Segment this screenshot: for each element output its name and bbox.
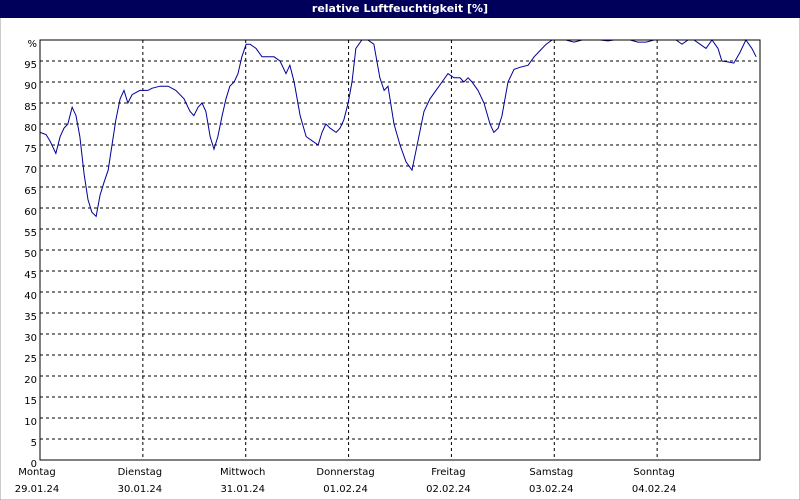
x-tick-label: Montag: [18, 467, 55, 478]
x-tick-date: 30.01.24: [118, 484, 163, 495]
grid: [39, 39, 760, 461]
title-bar: [0, 0, 800, 18]
y-tick-label: 20: [24, 375, 37, 386]
y-tick-label: 95: [24, 60, 37, 71]
x-tick-date: 29.01.24: [15, 484, 60, 495]
y-tick-label: 5: [31, 438, 37, 449]
y-tick-label: 55: [24, 228, 37, 239]
y-tick-label: 50: [24, 249, 37, 260]
y-tick-label: 65: [24, 186, 37, 197]
y-tick-label: 40: [24, 291, 37, 302]
x-tick-label: Mittwoch: [220, 467, 265, 478]
x-tick-label: Dienstag: [118, 467, 163, 478]
y-tick-label: 90: [24, 81, 37, 92]
y-tick-label: 85: [24, 102, 37, 113]
y-tick-label: 45: [24, 270, 37, 281]
y-tick-label: 70: [24, 165, 37, 176]
x-tick-label: Donnerstag: [316, 467, 374, 478]
y-tick-label: 0: [31, 459, 37, 470]
x-tick-date: 04.02.24: [632, 484, 677, 495]
chart-title: relative Luftfeuchtigkeit [%]: [312, 2, 488, 15]
y-tick-label: 35: [24, 312, 37, 323]
y-tick-label: %: [27, 39, 37, 50]
x-tick-date: 03.02.24: [529, 484, 574, 495]
x-tick-date: 01.02.24: [323, 484, 368, 495]
x-tick-label: Samstag: [529, 467, 573, 478]
plot-border: [39, 39, 761, 461]
y-tick-label: 15: [24, 396, 37, 407]
x-tick-label: Freitag: [431, 467, 465, 478]
y-tick-label: 75: [24, 144, 37, 155]
y-tick-label: 60: [24, 207, 37, 218]
x-tick-date: 02.02.24: [426, 484, 471, 495]
y-tick-label: 80: [24, 123, 37, 134]
x-tick-date: 31.01.24: [220, 484, 265, 495]
y-tick-label: 30: [24, 333, 37, 344]
y-tick-label: 25: [24, 354, 37, 365]
x-tick-label: Sonntag: [633, 467, 675, 478]
y-tick-label: 10: [24, 417, 37, 428]
